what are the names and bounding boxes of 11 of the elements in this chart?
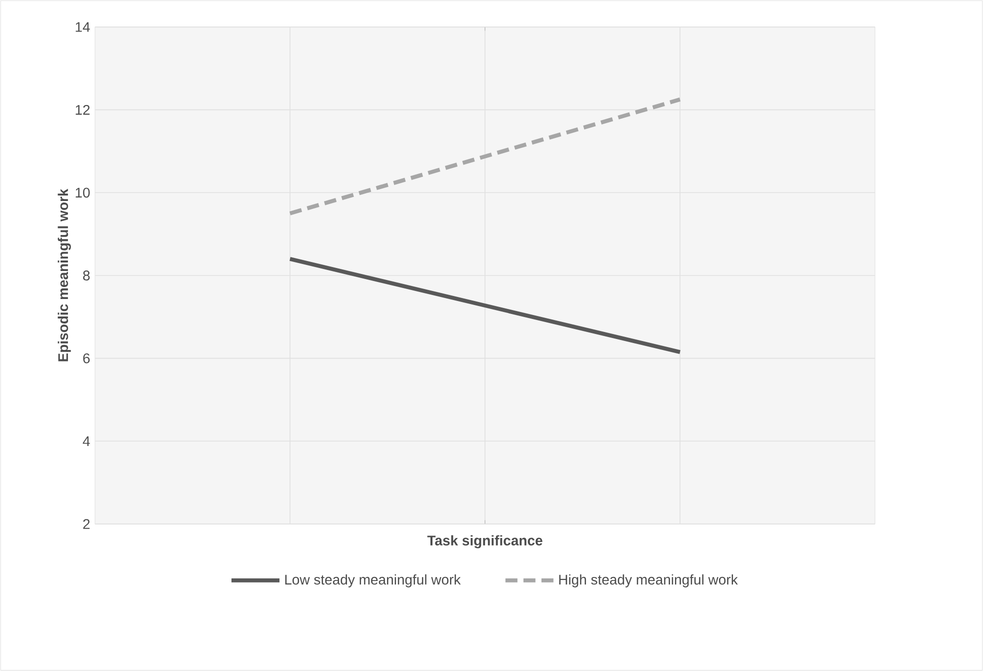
y-tick-label: 8 — [83, 270, 90, 280]
legend-label: High steady meaningful work — [559, 574, 738, 588]
x-axis-title: Task significance — [427, 535, 542, 548]
legend-label: Low steady meaningful work — [285, 574, 461, 588]
y-tick-label: 4 — [82, 436, 90, 446]
y-tick-label: 10 — [76, 188, 90, 198]
y-tick-label: 6 — [83, 353, 90, 364]
y-tick-label: 14 — [76, 22, 90, 32]
y-axis-title: Episodic meaningful work — [58, 188, 71, 362]
y-tick-label: 2 — [83, 519, 90, 529]
y-tick-label: 12 — [76, 104, 90, 115]
